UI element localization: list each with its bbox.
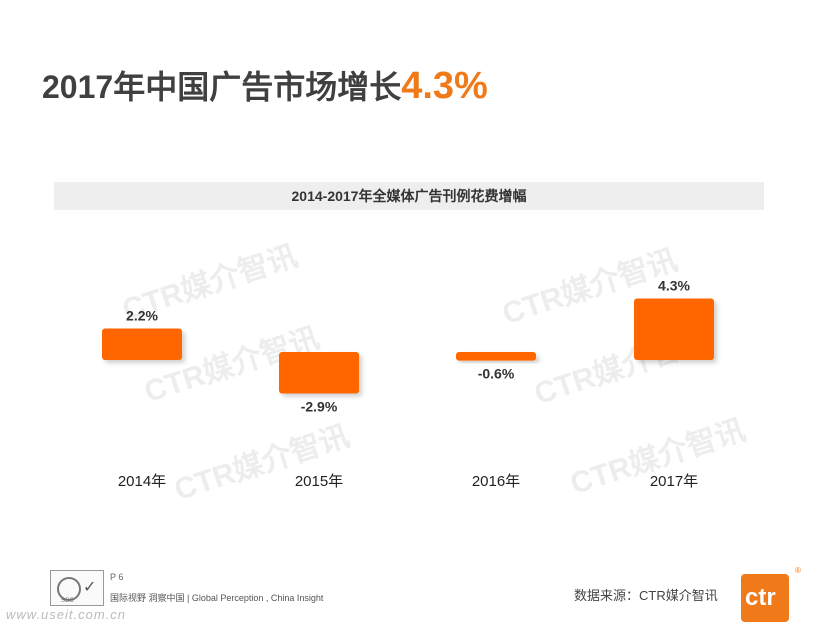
category-label: 2017年	[650, 473, 698, 490]
chart-title: 2014-2017年全媒体广告刊例花费增幅	[54, 182, 764, 210]
page-number: P 6	[110, 572, 124, 582]
category-label: 2014年	[118, 473, 166, 490]
cert-ring-icon	[57, 577, 81, 601]
site-watermark-url: www.useit.com.cn	[6, 607, 127, 622]
bar-2014年	[102, 328, 182, 360]
title-highlight: 4.3%	[401, 65, 488, 107]
data-label: 4.3%	[658, 278, 690, 294]
tagline: 国际视野 洞察中国 | Global Perception , China In…	[110, 593, 324, 603]
check-icon: ✓	[83, 579, 97, 596]
ctr-logo: ctr	[741, 574, 789, 622]
title-main: 2017年中国广告市场增长	[42, 69, 402, 105]
bar-2017年	[634, 298, 714, 360]
data-label: -2.9%	[301, 398, 338, 414]
category-label: 2015年	[295, 473, 343, 490]
category-label: 2016年	[472, 473, 520, 490]
page-title: 2017年中国广告市场增长4.3%	[42, 62, 488, 108]
registered-mark: ®	[795, 566, 801, 575]
data-label: 2.2%	[126, 308, 158, 324]
data-source: 数据来源：CTR媒介智讯	[574, 588, 718, 603]
bar-2016年	[456, 352, 536, 361]
certification-badge: ✓ SGS	[50, 570, 104, 606]
cert-label: SGS	[61, 598, 74, 604]
logo-text: ctr	[745, 584, 776, 611]
bar-2015年	[279, 352, 359, 394]
data-label: -0.6%	[478, 366, 515, 382]
